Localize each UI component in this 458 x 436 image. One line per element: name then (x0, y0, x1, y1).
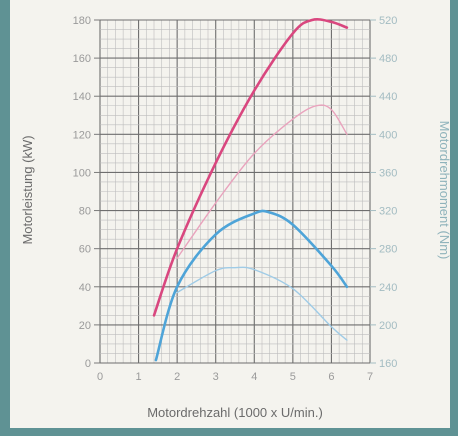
x-tick-label: 7 (367, 371, 373, 383)
engine-performance-chart: 0 1 2 3 4 5 6 7 0 20 40 60 80 100 120 140 160 180 160 200… (20, 15, 450, 420)
y2-tick-label: 320 (379, 206, 397, 218)
series-line-4 (176, 266, 348, 341)
y2-tick-label: 440 (379, 91, 397, 103)
y-tick-label: 40 (79, 282, 91, 294)
x-axis-label: Motordrehzahl (1000 x U/min.) (147, 405, 323, 420)
series-line-1 (152, 18, 349, 317)
y2-axis-ticks: 160 200 240 280 320 360 400 440 480 520 (370, 15, 397, 370)
y-tick-label: 20 (79, 320, 91, 332)
x-tick-label: 2 (174, 371, 180, 383)
y-axis-ticks: 0 20 40 60 80 100 120 140 160 180 (73, 15, 100, 370)
y-tick-label: 180 (73, 15, 91, 27)
y2-tick-label: 480 (379, 53, 397, 65)
y-tick-label: 80 (79, 206, 91, 218)
y-tick-label: 120 (73, 129, 91, 141)
x-tick-label: 5 (290, 371, 296, 383)
y-tick-label: 160 (73, 53, 91, 65)
x-axis-ticks: 0 1 2 3 4 5 6 7 (97, 371, 373, 383)
x-tick-label: 1 (136, 371, 142, 383)
x-tick-label: 0 (97, 371, 103, 383)
y-tick-label: 140 (73, 91, 91, 103)
y2-tick-label: 280 (379, 244, 397, 256)
y-tick-label: 100 (73, 167, 91, 179)
y2-axis-label: Motordrehmoment (Nm) (437, 121, 450, 260)
y2-tick-label: 160 (379, 358, 397, 370)
y-axis-label: Motorleistung (kW) (20, 135, 35, 244)
x-tick-label: 3 (213, 371, 219, 383)
y2-tick-label: 520 (379, 15, 397, 27)
y2-tick-label: 200 (379, 320, 397, 332)
x-tick-label: 6 (328, 371, 334, 383)
y-tick-label: 0 (85, 358, 91, 370)
y2-tick-label: 360 (379, 167, 397, 179)
chart-grid (99, 19, 371, 364)
chart-card: 0 1 2 3 4 5 6 7 0 20 40 60 80 100 120 140 160 180 160 200… (10, 0, 450, 428)
y2-tick-label: 240 (379, 282, 397, 294)
series-lines (152, 18, 349, 362)
series-line-2 (176, 104, 348, 259)
x-tick-label: 4 (251, 371, 257, 383)
y2-tick-label: 400 (379, 129, 397, 141)
y-tick-label: 60 (79, 244, 91, 256)
series-line-3 (154, 209, 349, 362)
